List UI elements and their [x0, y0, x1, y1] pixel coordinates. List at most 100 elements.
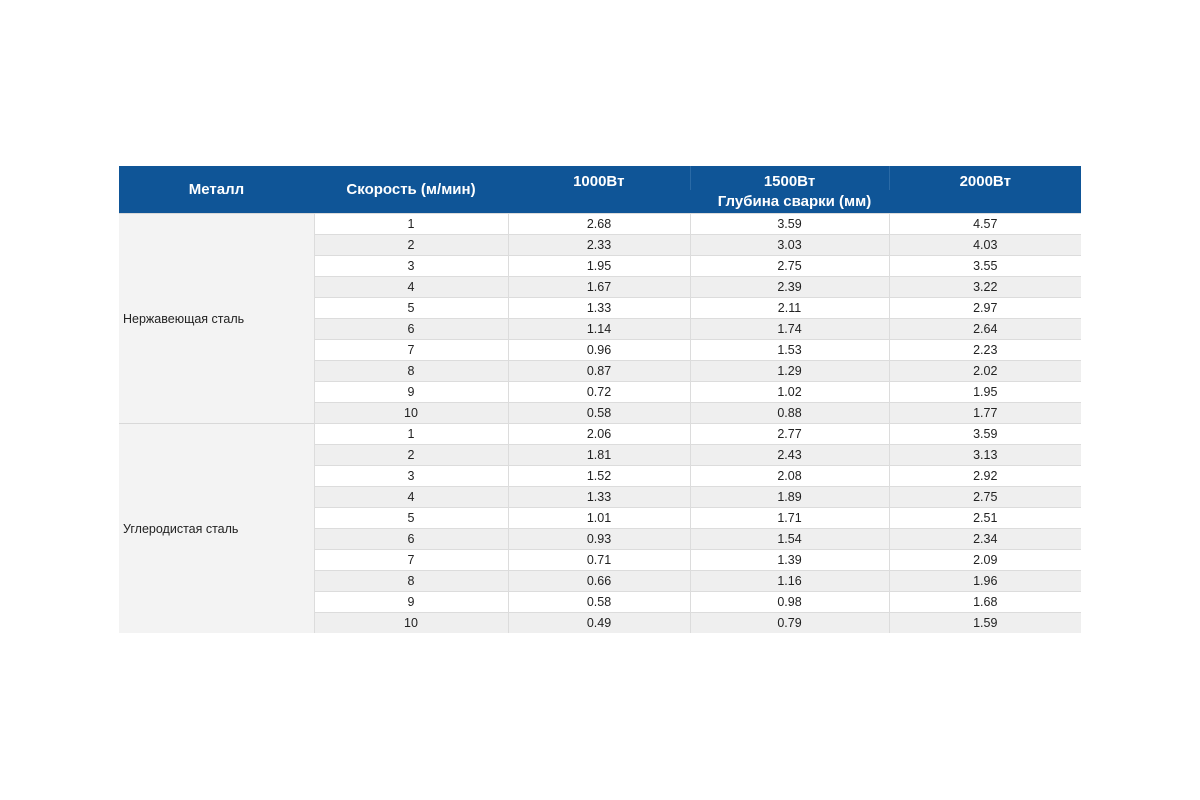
depth-1500w-cell: 1.29	[689, 360, 889, 382]
table-row: 7 0.96 1.53 2.23	[119, 339, 1081, 361]
header-power-2000: 2000Вт	[888, 166, 1081, 190]
depth-2000w-cell: 2.51	[888, 507, 1081, 529]
depth-1000w-cell: 0.66	[507, 570, 690, 592]
speed-cell: 3	[313, 465, 508, 487]
table-row: 4 1.67 2.39 3.22	[119, 276, 1081, 298]
table-row: 3 1.52 2.08 2.92	[119, 465, 1081, 487]
speed-cell: 6	[313, 318, 508, 340]
depth-1500w-cell: 1.16	[689, 570, 889, 592]
table-row: 2 2.33 3.03 4.03	[119, 234, 1081, 256]
speed-cell: 7	[313, 549, 508, 571]
depth-1500w-cell: 1.74	[689, 318, 889, 340]
depth-2000w-cell: 3.13	[888, 444, 1081, 466]
speed-cell: 2	[313, 444, 508, 466]
table-row: 4 1.33 1.89 2.75	[119, 486, 1081, 508]
table-row: 9 0.72 1.02 1.95	[119, 381, 1081, 403]
welding-depth-table: Металл Скорость (м/мин) 1000Вт 1500Вт 20…	[119, 166, 1081, 633]
table-row: 3 1.95 2.75 3.55	[119, 255, 1081, 277]
table-row: 10 0.49 0.79 1.59	[119, 612, 1081, 633]
depth-1500w-cell: 1.54	[689, 528, 889, 550]
depth-1500w-cell: 3.03	[689, 234, 889, 256]
depth-1500w-cell: 1.71	[689, 507, 889, 529]
depth-2000w-cell: 1.77	[888, 402, 1081, 424]
speed-cell: 9	[313, 591, 508, 613]
depth-1000w-cell: 1.81	[507, 444, 690, 466]
depth-1000w-cell: 1.33	[507, 486, 690, 508]
table-row: Нержавеющая сталь 1 2.68 3.59 4.57	[119, 213, 1081, 424]
speed-cell: 8	[313, 360, 508, 382]
table-row: 8 0.66 1.16 1.96	[119, 570, 1081, 592]
depth-1000w-cell: 0.58	[507, 402, 690, 424]
table-body: Нержавеющая сталь 1 2.68 3.59 4.57 2 2.33 3.03 4…	[119, 213, 1081, 633]
depth-1500w-cell: 2.75	[689, 255, 889, 277]
depth-1500w-cell: 1.89	[689, 486, 889, 508]
depth-1000w-cell: 1.95	[507, 255, 690, 277]
depth-1500w-cell: 0.88	[689, 402, 889, 424]
table-row: 8 0.87 1.29 2.02	[119, 360, 1081, 382]
depth-2000w-cell: 2.75	[888, 486, 1081, 508]
speed-cell: 1	[313, 213, 508, 235]
speed-cell: 10	[313, 612, 508, 633]
table-row: 2 1.81 2.43 3.13	[119, 444, 1081, 466]
depth-1500w-cell: 2.39	[689, 276, 889, 298]
speed-cell: 4	[313, 486, 508, 508]
table-row: 9 0.58 0.98 1.68	[119, 591, 1081, 613]
header-metal: Металл	[119, 166, 314, 214]
depth-2000w-cell: 2.97	[888, 297, 1081, 319]
speed-cell: 10	[313, 402, 508, 424]
depth-2000w-cell: 1.68	[888, 591, 1081, 613]
depth-1000w-cell: 0.96	[507, 339, 690, 361]
depth-1500w-cell: 1.02	[689, 381, 889, 403]
table-row: 6 1.14 1.74 2.64	[119, 318, 1081, 340]
depth-1000w-cell: 1.01	[507, 507, 690, 529]
table-row: Углеродистая сталь 1 2.06 2.77 3.59	[119, 423, 1081, 633]
table-row: 6 0.93 1.54 2.34	[119, 528, 1081, 550]
welding-depth-table-container: Металл Скорость (м/мин) 1000Вт 1500Вт 20…	[119, 166, 1081, 633]
speed-cell: 1	[313, 423, 508, 445]
table-row: 5 1.01 1.71 2.51	[119, 507, 1081, 529]
depth-1500w-cell: 2.77	[689, 423, 889, 445]
header-power-1500: 1500Вт	[689, 166, 889, 190]
depth-1500w-cell: 1.39	[689, 549, 889, 571]
depth-1000w-cell: 0.87	[507, 360, 690, 382]
depth-2000w-cell: 3.55	[888, 255, 1081, 277]
table-row: 5 1.33 2.11 2.97	[119, 297, 1081, 319]
speed-cell: 5	[313, 507, 508, 529]
header-welding-depth: Глубина сварки (мм)	[508, 190, 1081, 214]
depth-1000w-cell: 1.52	[507, 465, 690, 487]
speed-cell: 9	[313, 381, 508, 403]
metal-cell: Нержавеющая сталь	[119, 213, 314, 424]
depth-2000w-cell: 2.34	[888, 528, 1081, 550]
depth-1500w-cell: 0.79	[689, 612, 889, 633]
table-header: Металл Скорость (м/мин) 1000Вт 1500Вт 20…	[119, 166, 1081, 214]
depth-1000w-cell: 2.68	[507, 213, 690, 235]
depth-1000w-cell: 2.33	[507, 234, 690, 256]
depth-1000w-cell: 0.49	[507, 612, 690, 633]
speed-cell: 4	[313, 276, 508, 298]
table-row: 7 0.71 1.39 2.09	[119, 549, 1081, 571]
depth-1000w-cell: 2.06	[507, 423, 690, 445]
speed-cell: 6	[313, 528, 508, 550]
depth-1500w-cell: 0.98	[689, 591, 889, 613]
depth-1500w-cell: 1.53	[689, 339, 889, 361]
depth-1000w-cell: 0.58	[507, 591, 690, 613]
depth-2000w-cell: 2.92	[888, 465, 1081, 487]
speed-cell: 3	[313, 255, 508, 277]
metal-cell: Углеродистая сталь	[119, 423, 314, 633]
depth-1500w-cell: 2.11	[689, 297, 889, 319]
depth-2000w-cell: 2.64	[888, 318, 1081, 340]
depth-1500w-cell: 2.43	[689, 444, 889, 466]
depth-2000w-cell: 1.96	[888, 570, 1081, 592]
depth-1000w-cell: 0.71	[507, 549, 690, 571]
depth-1000w-cell: 0.93	[507, 528, 690, 550]
depth-1500w-cell: 3.59	[689, 213, 889, 235]
depth-2000w-cell: 4.03	[888, 234, 1081, 256]
speed-cell: 8	[313, 570, 508, 592]
depth-2000w-cell: 2.02	[888, 360, 1081, 382]
speed-cell: 7	[313, 339, 508, 361]
depth-2000w-cell: 4.57	[888, 213, 1081, 235]
depth-2000w-cell: 1.59	[888, 612, 1081, 633]
depth-1000w-cell: 1.67	[507, 276, 690, 298]
depth-2000w-cell: 3.59	[888, 423, 1081, 445]
depth-1000w-cell: 1.14	[507, 318, 690, 340]
